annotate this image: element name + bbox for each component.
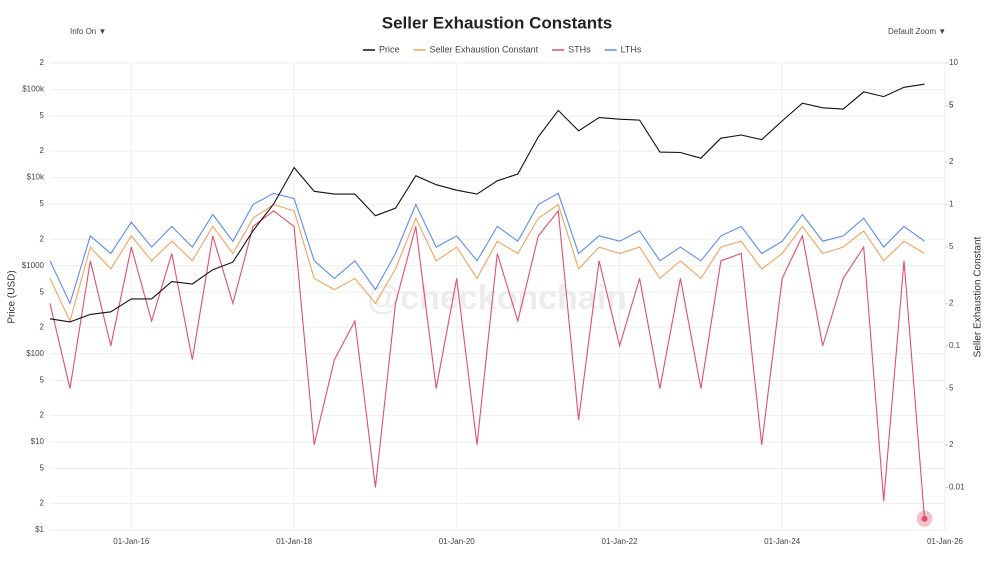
- zoom-toggle[interactable]: Default Zoom ▼: [888, 27, 946, 36]
- y-tick-label: 2: [40, 410, 45, 419]
- y2-tick-label: 5: [949, 384, 954, 393]
- x-tick-label: 01-Jan-18: [276, 537, 313, 546]
- y2-tick-label: 0.01: [949, 483, 965, 492]
- y2-axis-title: Seller Exhaustion Constant: [973, 236, 984, 357]
- y-tick-label: $100k: [22, 85, 45, 94]
- y-tick-label: $1000: [22, 261, 45, 270]
- info-toggle[interactable]: Info On ▼: [70, 27, 106, 36]
- legend-label: STHs: [568, 44, 591, 54]
- y2-tick-label: 2: [949, 298, 954, 307]
- y-tick-label: 5: [40, 111, 45, 120]
- y2-tick-label: 5: [949, 101, 954, 110]
- last-point: [921, 515, 928, 522]
- y2-tick-label: 5: [949, 242, 954, 251]
- y-tick-label: $10: [31, 437, 45, 446]
- x-tick-label: 01-Jan-22: [602, 537, 639, 546]
- legend-label: Price: [379, 44, 400, 54]
- y2-tick-label: 1: [949, 200, 954, 209]
- y2-tick-label: 2: [949, 157, 954, 166]
- y-tick-label: 2: [40, 499, 45, 508]
- y2-tick-label: 10: [949, 58, 958, 67]
- y-tick-label: 2: [40, 146, 45, 155]
- series-line: [49, 83, 925, 323]
- x-tick-label: 01-Jan-26: [927, 537, 964, 546]
- chart-title: Seller Exhaustion Constants: [382, 13, 613, 32]
- watermark: @checkonchain: [367, 279, 627, 317]
- y2-tick-label: 5: [949, 101, 954, 110]
- y-tick-label: 2: [40, 322, 45, 331]
- y2-tick-label: 2: [949, 440, 954, 449]
- y-tick-label: 5: [40, 464, 45, 473]
- y-tick-label: 2: [40, 58, 45, 67]
- y-tick-label: 2: [40, 234, 45, 243]
- series-line: [49, 209, 926, 519]
- series-line: [49, 192, 925, 305]
- y-tick-label: $1: [35, 525, 44, 534]
- y-axis-title: Price (USD): [7, 270, 18, 323]
- series-line: [49, 203, 925, 323]
- x-tick-label: 01-Jan-24: [764, 537, 801, 546]
- x-tick-label: 01-Jan-20: [439, 537, 476, 546]
- y-tick-label: 5: [40, 199, 45, 208]
- x-tick-label: 01-Jan-16: [113, 537, 150, 546]
- legend-label: LTHs: [621, 44, 642, 54]
- y-tick-label: 5: [40, 375, 45, 384]
- y-tick-label: $10k: [27, 173, 45, 182]
- legend-label: Seller Exhaustion Constant: [430, 44, 539, 54]
- y-tick-label: 5: [40, 287, 45, 296]
- y-tick-label: $100: [26, 349, 44, 358]
- y2-tick-label: 0.1: [949, 341, 961, 350]
